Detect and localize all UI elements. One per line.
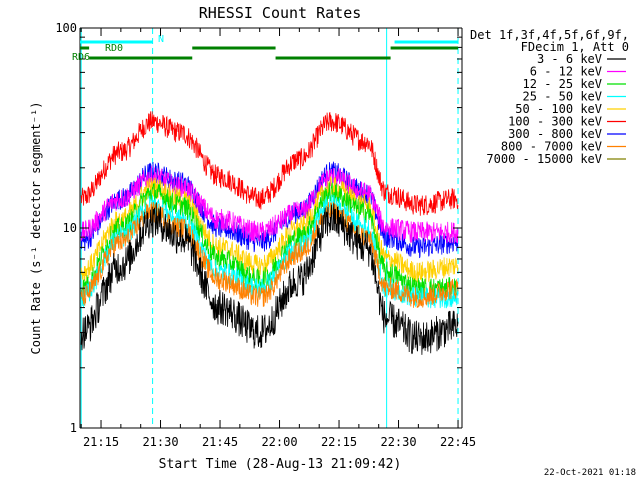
x-axis-label: Start Time (28-Aug-13 21:09:42) <box>159 457 402 472</box>
y-tick-label: 100 <box>55 21 77 35</box>
y-tick-label: 1 <box>70 421 77 435</box>
series-line-100-300-kev <box>80 111 459 216</box>
legend-entry-label: 7000 - 15000 keV <box>486 152 602 166</box>
marker-label-rd6: RD6 <box>72 52 90 63</box>
x-tick-label: 21:30 <box>142 435 178 449</box>
legend-entry-label: 3 - 6 keV <box>537 52 602 66</box>
legend-header-line-1: Det 1f,3f,4f,5f,6f,9f, <box>470 28 629 42</box>
x-tick-label: 22:15 <box>321 435 357 449</box>
legend-entry-label: 12 - 25 keV <box>523 77 602 91</box>
x-tick-label: 21:15 <box>83 435 119 449</box>
y-ticks: 1 10 100 <box>55 21 462 435</box>
x-tick-label: 22:30 <box>380 435 416 449</box>
legend-header-line-2: FDecim 1, Att 0 <box>521 40 629 54</box>
series-line-300-800-kev <box>80 161 459 259</box>
chart-title: RHESSI Count Rates <box>199 4 362 22</box>
y-axis-label: Count Rate (s⁻¹ detector segment⁻¹) <box>29 102 43 355</box>
legend-entry-label: 100 - 300 keV <box>508 115 602 129</box>
legend-entry-label: 25 - 50 keV <box>523 90 602 104</box>
legend-entry-label: 6 - 12 keV <box>530 65 602 79</box>
legend: Det 1f,3f,4f,5f,6f,9f, FDecim 1, Att 0 3… <box>470 28 629 166</box>
footer-timestamp: 22-Oct-2021 01:18 <box>544 468 636 478</box>
x-tick-label: 22:45 <box>440 435 476 449</box>
legend-entry-label: 300 - 800 keV <box>508 127 602 141</box>
marker-label-rd0: RD0 <box>105 43 123 54</box>
x-tick-label: 21:45 <box>202 435 238 449</box>
series-line-6-12-kev <box>80 166 459 244</box>
x-tick-label: 22:00 <box>261 435 297 449</box>
legend-entry-label: 50 - 100 keV <box>515 102 602 116</box>
plot-area <box>80 28 459 428</box>
marker-label-n: N <box>158 34 164 45</box>
y-tick-label: 10 <box>63 221 77 235</box>
attenuator-markers: N RD0 RD6 <box>72 34 459 63</box>
series-line-50-100-kev <box>80 176 459 283</box>
series-line-3-6-kev <box>80 202 459 355</box>
x-ticks: 21:15 21:30 21:45 22:00 22:15 22:30 22:45 <box>80 28 476 449</box>
legend-entry-label: 800 - 7000 keV <box>501 140 602 154</box>
